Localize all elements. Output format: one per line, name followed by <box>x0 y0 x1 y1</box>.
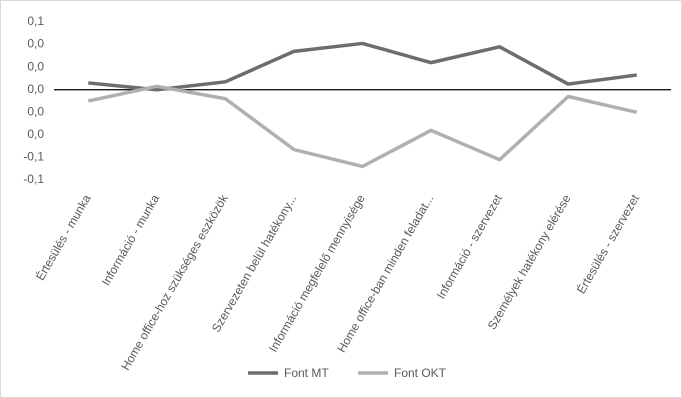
y-tick-label: 0,0 <box>27 37 44 51</box>
y-tick-label: -0,1 <box>23 172 44 186</box>
y-tick-label: 0,0 <box>27 82 44 96</box>
legend-label: Font OKT <box>394 366 447 380</box>
y-tick-label: 0,0 <box>27 104 44 118</box>
y-tick-label: 0,0 <box>27 127 44 141</box>
legend-label: Font MT <box>284 366 329 380</box>
line-series <box>87 84 638 169</box>
y-tick-label: 0,0 <box>27 59 44 73</box>
y-tick-label: -0,1 <box>23 150 44 164</box>
y-tick-label: 0,1 <box>27 14 44 28</box>
line-series <box>88 41 637 92</box>
